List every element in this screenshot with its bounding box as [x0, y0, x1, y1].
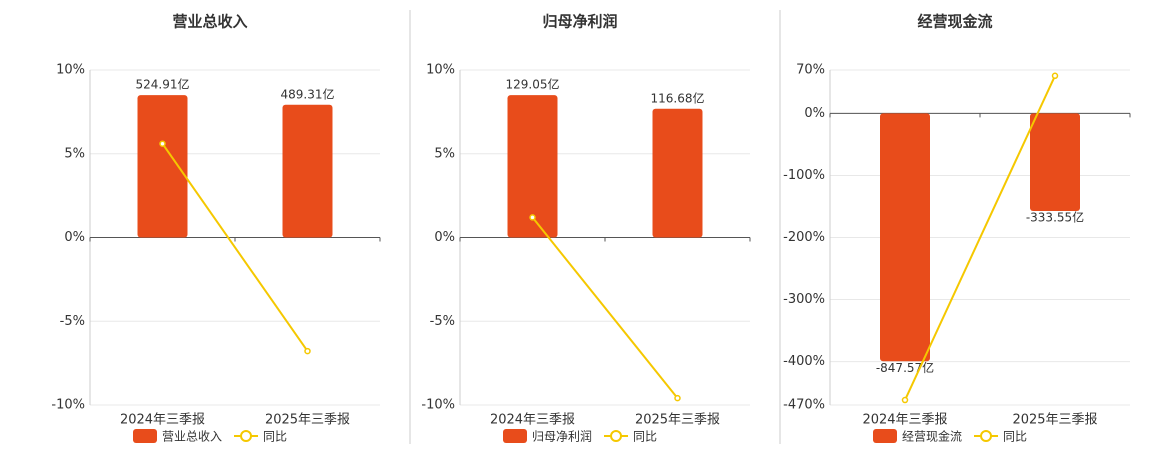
y-tick-label: -400% [783, 354, 825, 369]
point [674, 394, 681, 402]
legend-swatch [133, 429, 157, 443]
x-tick-label: 2024年三季报 [862, 413, 947, 428]
legend-swatch [503, 429, 527, 443]
legend-swatch [240, 430, 253, 442]
x-tick-label: 2025年三季报 [635, 413, 720, 428]
y-tick-label: 70% [796, 63, 825, 78]
bar [652, 108, 703, 238]
y-tick-label: -470% [783, 398, 825, 413]
bar [507, 95, 558, 238]
value-label: 129.05亿 [506, 77, 560, 92]
legend-swatch [980, 430, 993, 442]
y-tick-label: 5% [434, 146, 455, 161]
x-tick-label: 2025年三季报 [265, 413, 350, 428]
x-tick-label: 2024年三季报 [120, 413, 205, 428]
y-tick-label: 10% [426, 63, 455, 78]
y-tick-label: -5% [430, 314, 455, 329]
legend-label: 营业总收入 [162, 430, 222, 444]
value-label: 489.31亿 [281, 86, 335, 101]
value-label: -333.55亿 [1026, 209, 1084, 224]
legend-label: 同比 [263, 430, 287, 444]
legend-label: 经营现金流 [902, 429, 962, 444]
point [159, 140, 166, 147]
legend-label: 同比 [633, 430, 657, 444]
y-tick-label: 0% [64, 230, 85, 245]
bar [137, 95, 188, 238]
point [304, 347, 311, 355]
legend-label: 归母净利润 [532, 430, 592, 444]
y-tick-label: -100% [783, 168, 825, 183]
x-tick-label: 2024年三季报 [490, 413, 575, 428]
y-tick-label: 0% [434, 230, 455, 245]
line [531, 216, 679, 399]
value-label: 116.68亿 [651, 90, 705, 105]
value-label: 524.91亿 [136, 77, 190, 92]
point [901, 396, 909, 404]
point [1051, 72, 1059, 80]
legend-label: 同比 [1003, 430, 1027, 444]
chart-title: 经营现金流 [917, 13, 992, 31]
line [161, 143, 309, 352]
value-label: -847.57亿 [876, 360, 934, 375]
point [529, 214, 536, 221]
chart-title: 营业总收入 [172, 13, 247, 31]
chart-title: 归母净利润 [542, 13, 617, 31]
y-tick-label: -10% [51, 398, 85, 413]
bar [880, 113, 930, 362]
y-tick-label: -300% [783, 292, 825, 307]
y-tick-label: 0% [804, 106, 825, 121]
y-tick-label: 5% [64, 146, 85, 161]
legend-swatch [610, 430, 623, 442]
y-tick-label: -200% [783, 230, 825, 245]
line [904, 75, 1056, 401]
bar [1030, 113, 1080, 211]
x-tick-label: 2025年三季报 [1012, 413, 1097, 428]
y-tick-label: -10% [421, 398, 455, 413]
y-tick-label: 10% [56, 63, 85, 78]
legend-swatch [873, 429, 897, 443]
y-tick-label: -5% [60, 314, 85, 329]
bar [282, 104, 333, 238]
